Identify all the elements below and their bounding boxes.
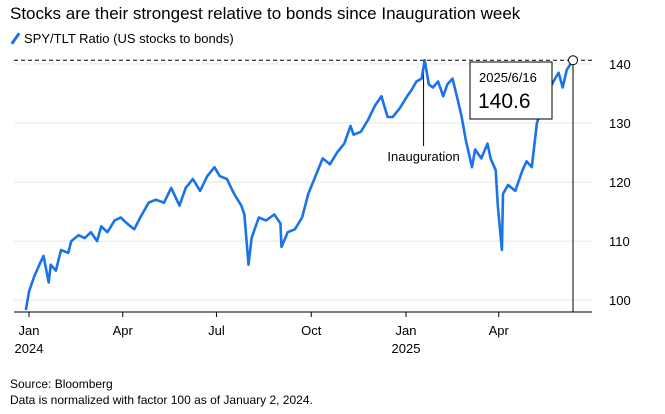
y-tick-label: 140: [609, 57, 631, 72]
legend-label: SPY/TLT Ratio (US stocks to bonds): [24, 31, 234, 46]
y-tick-label: 130: [609, 116, 631, 131]
source-note: Source: Bloomberg: [10, 377, 113, 391]
x-tick-year-label: 2025: [392, 341, 421, 356]
y-tick-label: 100: [609, 293, 631, 308]
x-tick-label: Jan: [18, 323, 39, 338]
x-tick-label: Oct: [301, 323, 322, 338]
annotation-label: Inauguration: [387, 149, 459, 164]
callout-box: [469, 61, 553, 120]
data-note: Data is normalized with factor 100 as of…: [10, 393, 313, 407]
x-tick-label: Jul: [208, 323, 225, 338]
y-tick-label: 120: [609, 175, 631, 190]
callout-marker: [568, 55, 578, 66]
series-line: [24, 59, 575, 311]
x-tick-label: Apr: [113, 323, 134, 338]
x-tick-label: Jan: [396, 323, 417, 338]
callout-date: 2025/6/16: [479, 70, 537, 85]
chart-title: Stocks are their strongest relative to b…: [10, 4, 521, 23]
y-tick-label: 110: [609, 234, 630, 249]
legend: SPY/TLT Ratio (US stocks to bonds): [10, 31, 234, 46]
callout-value: 140.6: [478, 90, 531, 113]
x-tick-label: Apr: [489, 323, 510, 338]
x-tick-year-label: 2024: [15, 341, 44, 356]
